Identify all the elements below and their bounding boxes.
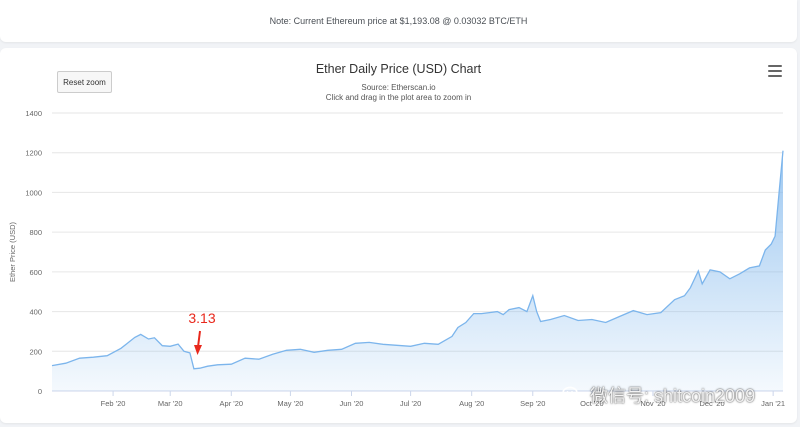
y-tick-label: 1400 [25,109,42,118]
x-tick-label: Oct '20 [580,399,604,408]
x-tick-label: Apr '20 [220,399,244,408]
x-tick-label: Nov '20 [640,399,665,408]
x-tick-label: Aug '20 [459,399,484,408]
x-tick-label: May '20 [277,399,303,408]
chart-source: Source: Etherscan.io [361,83,436,92]
x-tick-label: Mar '20 [158,399,183,408]
note-banner: Note: Current Ethereum price at $1,193.0… [0,0,797,42]
wechat-icon [562,386,584,404]
annotation-label: 3.13 [188,310,215,326]
watermark-text: 微信号: shitcoin2009 [590,386,756,406]
y-axis-title: Ether Price (USD) [8,221,17,282]
y-tick-label: 1000 [25,188,42,197]
y-tick-label: 800 [29,228,42,237]
price-area-fill [52,150,783,391]
x-tick-label: Sep '20 [520,399,545,408]
chart-title: Ether Daily Price (USD) Chart [315,62,482,76]
x-tick-label: Jun '20 [340,399,364,408]
price-series-line [51,150,784,370]
annotation-arrow-head [194,345,202,355]
chart-zoom-hint: Click and drag in the plot area to zoom … [325,93,472,102]
y-tick-label: 200 [29,347,42,356]
y-tick-label: 1200 [25,149,42,158]
reset-zoom-button[interactable]: Reset zoom [57,71,112,93]
y-tick-label: 400 [29,308,42,317]
x-tick-label: Feb '20 [101,399,126,408]
annotation-arrow-shaft [197,330,201,348]
watermark: 微信号: shitcoin2009 [562,382,755,408]
x-tick-label: Dec '20 [699,399,724,408]
x-tick-label: Jul '20 [400,399,421,408]
hamburger-menu-icon[interactable] [768,65,782,77]
y-tick-label: 600 [29,268,42,277]
y-tick-label: 0 [38,387,42,396]
price-note-text: Note: Current Ethereum price at $1,193.0… [269,16,528,26]
x-tick-label: Jan '21 [761,399,785,408]
